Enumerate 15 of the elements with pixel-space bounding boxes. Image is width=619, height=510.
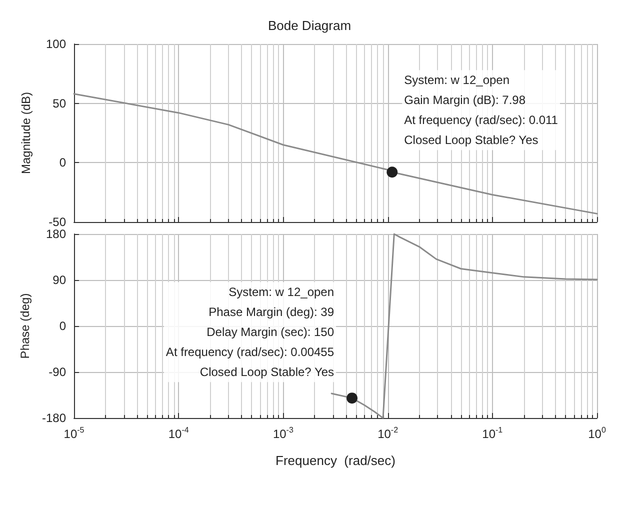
y-tick-label: -180 xyxy=(42,411,66,425)
annotation: System: w 12_open Gain Margin (dB): 7.98 At frequency (rad/sec): 0.011 Closed Loop Stable? Yes xyxy=(404,73,558,148)
y-tick-label: -90 xyxy=(48,365,66,379)
y-axis-title: Phase (deg) xyxy=(18,293,32,359)
y-tick-label: 90 xyxy=(52,273,66,287)
y-tick-label: -50 xyxy=(48,215,66,229)
annotation: System: w 12_open Phase Margin (deg): 39 Delay Margin (sec): 150 At frequency (rad/sec): 0.00455 Closed Loop Stable? Yes xyxy=(166,285,334,380)
y-tick-label: 50 xyxy=(52,96,66,110)
y-tick-label: 100 xyxy=(46,37,66,51)
y-tick-label: 0 xyxy=(59,156,66,170)
y-tick-label: 0 xyxy=(59,319,66,333)
y-axis-title: Magnitude (dB) xyxy=(19,92,33,174)
chart-title: Bode Diagram xyxy=(268,18,352,33)
y-tick-label: 180 xyxy=(46,227,66,241)
x-axis-title: Frequency (rad/sec) xyxy=(276,453,396,468)
